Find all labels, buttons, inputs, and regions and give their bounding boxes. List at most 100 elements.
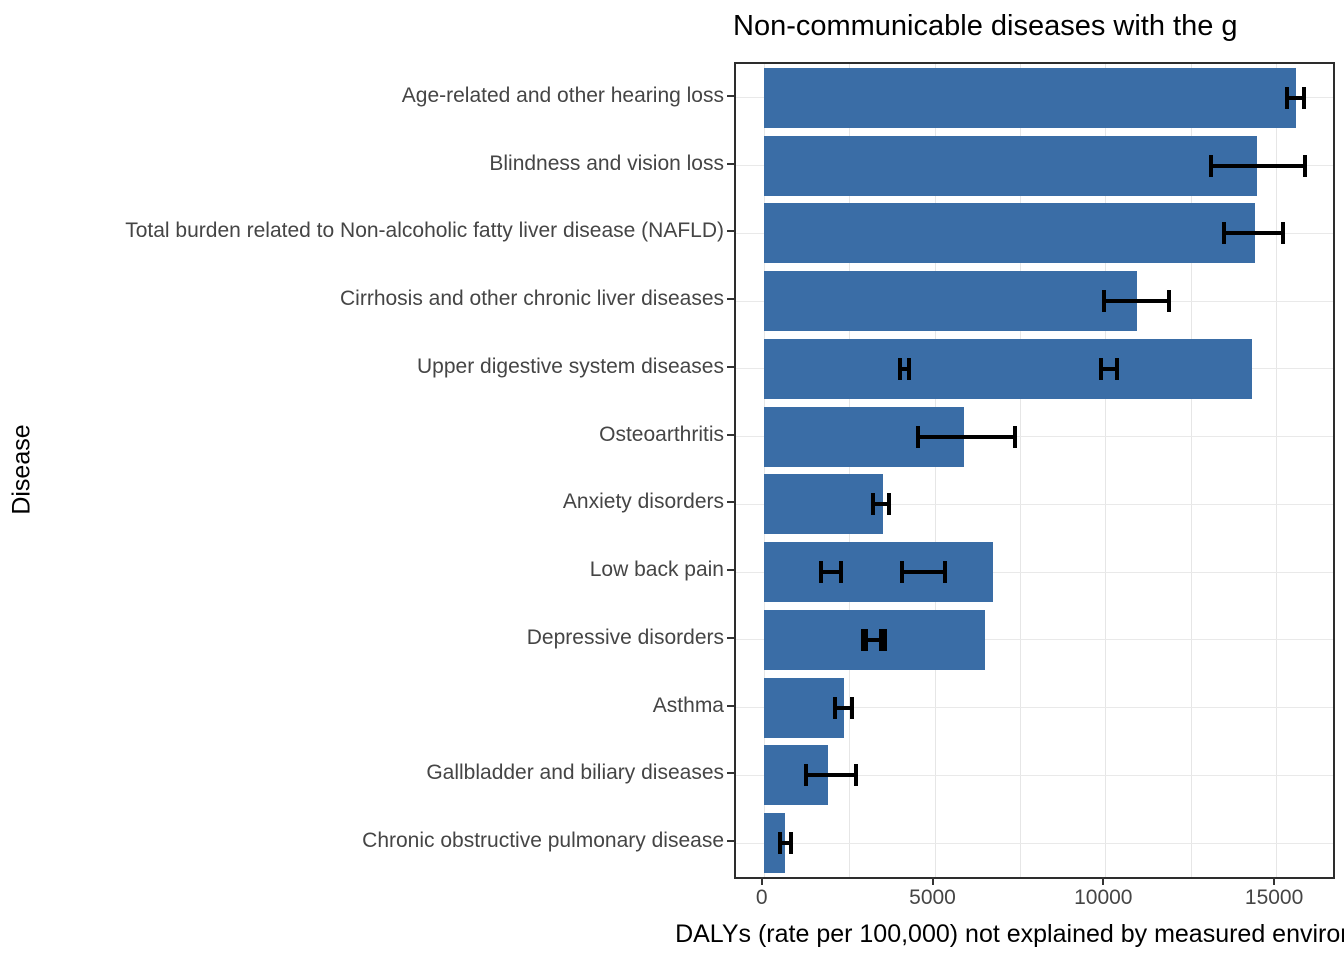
bar <box>763 338 1252 399</box>
chart-title: Non-communicable diseases with the g <box>733 10 1238 42</box>
x-tick-mark <box>760 877 763 885</box>
gridline-horizontal <box>736 707 1333 709</box>
error-bar-whisker <box>789 832 794 855</box>
gridline-vertical <box>934 64 936 877</box>
error-bar-line <box>1100 366 1118 371</box>
bar <box>763 203 1256 264</box>
error-bar-whisker <box>916 425 921 448</box>
gridline-horizontal <box>736 436 1333 438</box>
error-bar-whisker <box>1098 357 1103 380</box>
gridline-horizontal <box>736 639 1333 641</box>
error-bar-line <box>835 705 853 710</box>
x-tick-label: 0 <box>755 886 768 909</box>
gridline-horizontal <box>736 503 1333 505</box>
y-tick-label: Chronic obstructive pulmonary disease <box>362 829 724 853</box>
y-tick-mark <box>727 94 734 97</box>
gridline-vertical <box>1190 64 1192 877</box>
bar <box>763 677 844 738</box>
error-bar-line <box>1210 163 1306 168</box>
y-tick-label: Age-related and other hearing loss <box>401 83 724 107</box>
y-tick-mark <box>727 501 734 504</box>
y-tick-label: Total burden related to Non-alcoholic fa… <box>125 219 724 243</box>
error-bar-line <box>1286 95 1305 100</box>
error-bar-line <box>918 434 1016 439</box>
error-bar-whisker <box>819 561 824 584</box>
error-bar-line <box>902 570 946 575</box>
x-tick-label: 5000 <box>909 886 956 909</box>
error-bar-whisker <box>1115 357 1120 380</box>
gridline-vertical <box>849 64 851 877</box>
error-bar-whisker <box>886 493 891 516</box>
x-tick-label: 15000 <box>1244 886 1304 909</box>
y-tick-label: Blindness and vision loss <box>489 151 724 175</box>
error-bar-whisker <box>839 561 844 584</box>
error-bar-whisker <box>777 832 782 855</box>
error-bar-line <box>806 773 856 778</box>
bar <box>763 542 994 603</box>
error-bar-line <box>779 841 792 846</box>
y-tick-mark <box>727 569 734 572</box>
error-bar-whisker <box>1280 222 1285 245</box>
y-tick-label: Low back pain <box>589 558 724 582</box>
error-bar-whisker <box>870 493 875 516</box>
gridline-horizontal <box>736 842 1333 844</box>
y-tick-label: Upper digestive system diseases <box>417 354 724 378</box>
y-tick-mark <box>727 162 734 165</box>
error-bar-line <box>1224 231 1283 236</box>
error-bar-whisker <box>863 628 868 651</box>
error-bar-whisker <box>1167 290 1172 313</box>
error-bar-whisker <box>1013 425 1018 448</box>
plot-panel <box>734 62 1335 879</box>
error-bar-whisker <box>906 357 911 380</box>
error-bar-line <box>900 366 909 371</box>
gridline-vertical <box>1276 64 1278 877</box>
error-bar-whisker <box>1302 86 1307 109</box>
y-tick-mark <box>727 298 734 301</box>
bar <box>763 474 883 535</box>
error-bar-whisker <box>900 561 905 584</box>
x-tick-mark <box>931 877 934 885</box>
error-bar-whisker <box>804 764 809 787</box>
y-tick-label: Anxiety disorders <box>562 490 724 514</box>
error-bar-whisker <box>850 696 855 719</box>
y-tick-label: Asthma <box>652 693 724 717</box>
error-bar-whisker <box>898 357 903 380</box>
gridline-horizontal <box>736 571 1333 573</box>
bar <box>763 67 1296 128</box>
error-bar-whisker <box>1208 154 1213 177</box>
error-bar-whisker <box>833 696 838 719</box>
x-axis-title: DALYs (rate per 100,000) not explained b… <box>675 920 1344 948</box>
y-tick-label: Depressive disorders <box>526 625 724 649</box>
bar <box>763 813 786 874</box>
y-tick-mark <box>727 840 734 843</box>
error-bar-whisker <box>1222 222 1227 245</box>
x-tick-mark <box>1102 877 1105 885</box>
gridline-horizontal <box>736 774 1333 776</box>
y-tick-mark <box>727 230 734 233</box>
error-bar-whisker <box>853 764 858 787</box>
y-tick-mark <box>727 433 734 436</box>
error-bar-whisker <box>943 561 948 584</box>
y-tick-label: Osteoarthritis <box>599 422 724 446</box>
error-bar-whisker <box>1303 154 1308 177</box>
error-bar-whisker <box>860 628 865 651</box>
gridline-vertical <box>1105 64 1107 877</box>
error-bar-line <box>865 637 885 642</box>
error-bar-whisker <box>1284 86 1289 109</box>
y-tick-mark <box>727 704 734 707</box>
y-tick-mark <box>727 772 734 775</box>
y-tick-label: Cirrhosis and other chronic liver diseas… <box>340 287 724 311</box>
y-axis-title: Disease <box>7 424 36 515</box>
y-tick-label: Gallbladder and biliary diseases <box>426 761 724 785</box>
error-bar-whisker <box>1101 290 1106 313</box>
bar <box>763 271 1138 332</box>
y-tick-mark <box>727 365 734 368</box>
x-tick-mark <box>1273 877 1276 885</box>
error-bar-whisker <box>882 628 887 651</box>
y-tick-mark <box>727 636 734 639</box>
error-bar-line <box>872 502 889 507</box>
error-bar-line <box>821 570 842 575</box>
gridline-vertical <box>1019 64 1021 877</box>
x-tick-label: 10000 <box>1074 886 1133 909</box>
